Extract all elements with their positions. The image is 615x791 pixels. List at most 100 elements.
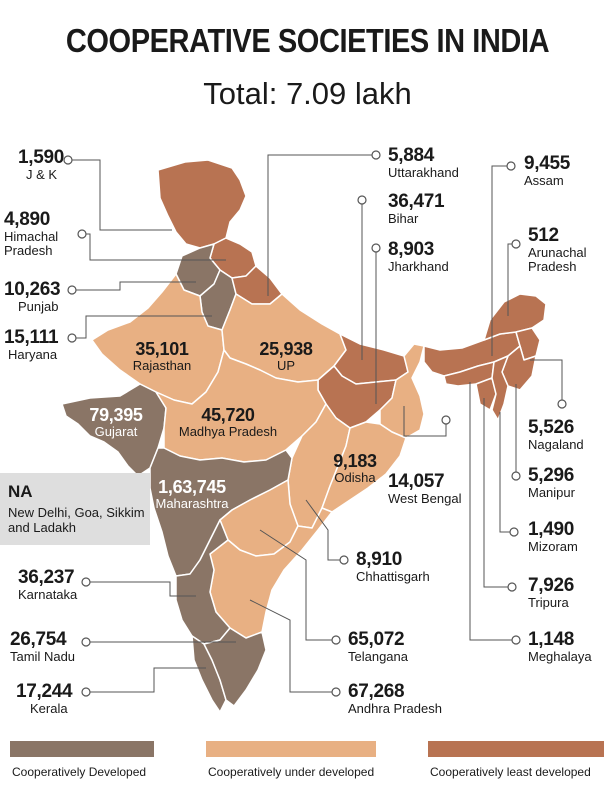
leader-andhra — [249, 599, 336, 693]
dot-telangana — [331, 635, 341, 645]
value-himachal: 4,890 — [4, 209, 51, 230]
value-telangana: 65,072 — [348, 629, 405, 650]
dot-nagaland — [557, 399, 567, 409]
value-arunachal: 512 — [528, 225, 559, 246]
leader-west-bengal — [403, 406, 447, 437]
name-andhra: Andhra Pradesh — [348, 700, 442, 716]
value-up: 25,938 — [259, 339, 313, 359]
value-assam: 9,455 — [524, 153, 571, 174]
region-west-bengal — [379, 343, 425, 439]
region-tamil-nadu — [203, 627, 267, 707]
page-subtitle: Total: 7.09 lakh — [203, 76, 412, 111]
dot-andhra — [331, 687, 341, 697]
dot-tripura — [507, 582, 517, 592]
value-tamil-nadu: 26,754 — [10, 629, 67, 650]
label-bihar: 36,471 Bihar — [388, 191, 445, 226]
leader-haryana — [72, 315, 212, 339]
label-himachal: 4,890 Himachal Pradesh — [4, 210, 80, 257]
label-tamil-nadu: 26,754 Tamil Nadu — [10, 630, 75, 664]
label-punjab: 10,263 Punjab — [4, 279, 61, 314]
value-bihar: 36,471 — [388, 191, 445, 212]
label-maharashtra: 1,63,745 Maharashtra — [142, 478, 242, 511]
name-mizoram: Mizoram — [528, 538, 578, 554]
label-haryana: 15,111 Haryana — [4, 327, 59, 362]
legend-swatch-developed — [10, 741, 154, 757]
region-bihar — [333, 333, 409, 385]
leader-assam — [491, 165, 511, 356]
dot-tamil-nadu — [81, 637, 91, 647]
label-odisha: 9,183 Odisha — [322, 452, 388, 485]
value-jharkhand: 8,903 — [388, 239, 435, 260]
leader-uttarakhand — [267, 154, 376, 296]
value-haryana: 15,111 — [4, 327, 59, 348]
dot-west-bengal — [441, 415, 451, 425]
label-uttarakhand: 5,884 Uttarakhand — [388, 146, 459, 180]
name-kerala: Kerala — [30, 700, 68, 716]
leader-nagaland — [530, 359, 563, 404]
label-meghalaya: 1,148 Meghalaya — [528, 630, 592, 664]
label-chhattisgarh: 8,910 Chhattisgarh — [356, 550, 430, 584]
leader-punjab — [72, 281, 196, 291]
name-manipur: Manipur — [528, 484, 575, 500]
label-rajasthan: 35,101 Rajasthan — [122, 340, 202, 373]
na-box: NA New Delhi, Goa, Sikkim and Ladakh — [0, 473, 150, 545]
value-manipur: 5,296 — [528, 465, 575, 486]
label-andhra: 67,268 Andhra Pradesh — [348, 682, 442, 716]
page-title: COOPERATIVE SOCIETIES IN INDIA — [65, 22, 550, 59]
name-jharkhand: Jharkhand — [388, 258, 449, 274]
value-chhattisgarh: 8,910 — [356, 549, 403, 570]
value-odisha: 9,183 — [333, 451, 377, 471]
name-mp: Madhya Pradesh — [178, 423, 278, 439]
label-up: 25,938 UP — [246, 340, 326, 373]
name-meghalaya: Meghalaya — [528, 648, 592, 664]
label-tripura: 7,926 Tripura — [528, 576, 574, 610]
dot-jharkhand — [371, 243, 381, 253]
dot-bihar — [357, 195, 367, 205]
leader-telangana — [259, 529, 336, 641]
label-kerala: 17,244 Kerala — [16, 682, 73, 716]
value-nagaland: 5,526 — [528, 417, 575, 438]
name-gujarat: Gujarat — [94, 423, 138, 439]
label-telangana: 65,072 Telangana — [348, 630, 408, 664]
leader-chhattisgarh — [305, 499, 344, 561]
label-manipur: 5,296 Manipur — [528, 466, 575, 500]
dot-punjab — [67, 285, 77, 295]
name-jk: J & K — [26, 166, 58, 182]
dot-arunachal — [511, 239, 521, 249]
value-meghalaya: 1,148 — [528, 629, 575, 650]
label-jharkhand: 8,903 Jharkhand — [388, 240, 449, 274]
dot-haryana — [67, 333, 77, 343]
name-arunachal: Arunachal Pradesh — [528, 244, 587, 274]
label-mizoram: 1,490 Mizoram — [528, 520, 578, 554]
dot-mizoram — [509, 527, 519, 537]
value-mizoram: 1,490 — [528, 519, 575, 540]
value-uttarakhand: 5,884 — [388, 145, 435, 166]
leader-meghalaya — [469, 382, 516, 641]
name-west-bengal: West Bengal — [388, 490, 462, 506]
dot-manipur — [511, 471, 521, 481]
legend-label-developed: Cooperatively Developed — [12, 765, 147, 779]
label-jk: 1,590 J & K — [18, 148, 64, 182]
leader-lines — [68, 154, 563, 693]
name-chhattisgarh: Chhattisgarh — [356, 568, 430, 584]
legend-label-under-developed: Cooperatively under developed — [208, 765, 375, 779]
region-mizoram — [491, 355, 509, 421]
region-jk — [157, 159, 247, 249]
name-uttarakhand: Uttarakhand — [388, 164, 459, 180]
dot-chhattisgarh — [339, 555, 349, 565]
value-tripura: 7,926 — [528, 575, 575, 596]
leader-jk — [68, 159, 172, 231]
leader-kerala — [86, 667, 206, 693]
name-punjab: Punjab — [18, 298, 59, 314]
leader-tripura — [483, 398, 512, 588]
name-haryana: Haryana — [8, 346, 58, 362]
dot-himachal — [77, 229, 87, 239]
na-heading: NA — [8, 482, 33, 501]
value-mp: 45,720 — [201, 405, 255, 425]
label-nagaland: 5,526 Nagaland — [528, 418, 584, 452]
value-punjab: 10,263 — [4, 279, 61, 300]
value-karnataka: 36,237 — [18, 567, 75, 588]
dot-kerala — [81, 687, 91, 697]
label-karnataka: 36,237 Karnataka — [18, 568, 77, 602]
